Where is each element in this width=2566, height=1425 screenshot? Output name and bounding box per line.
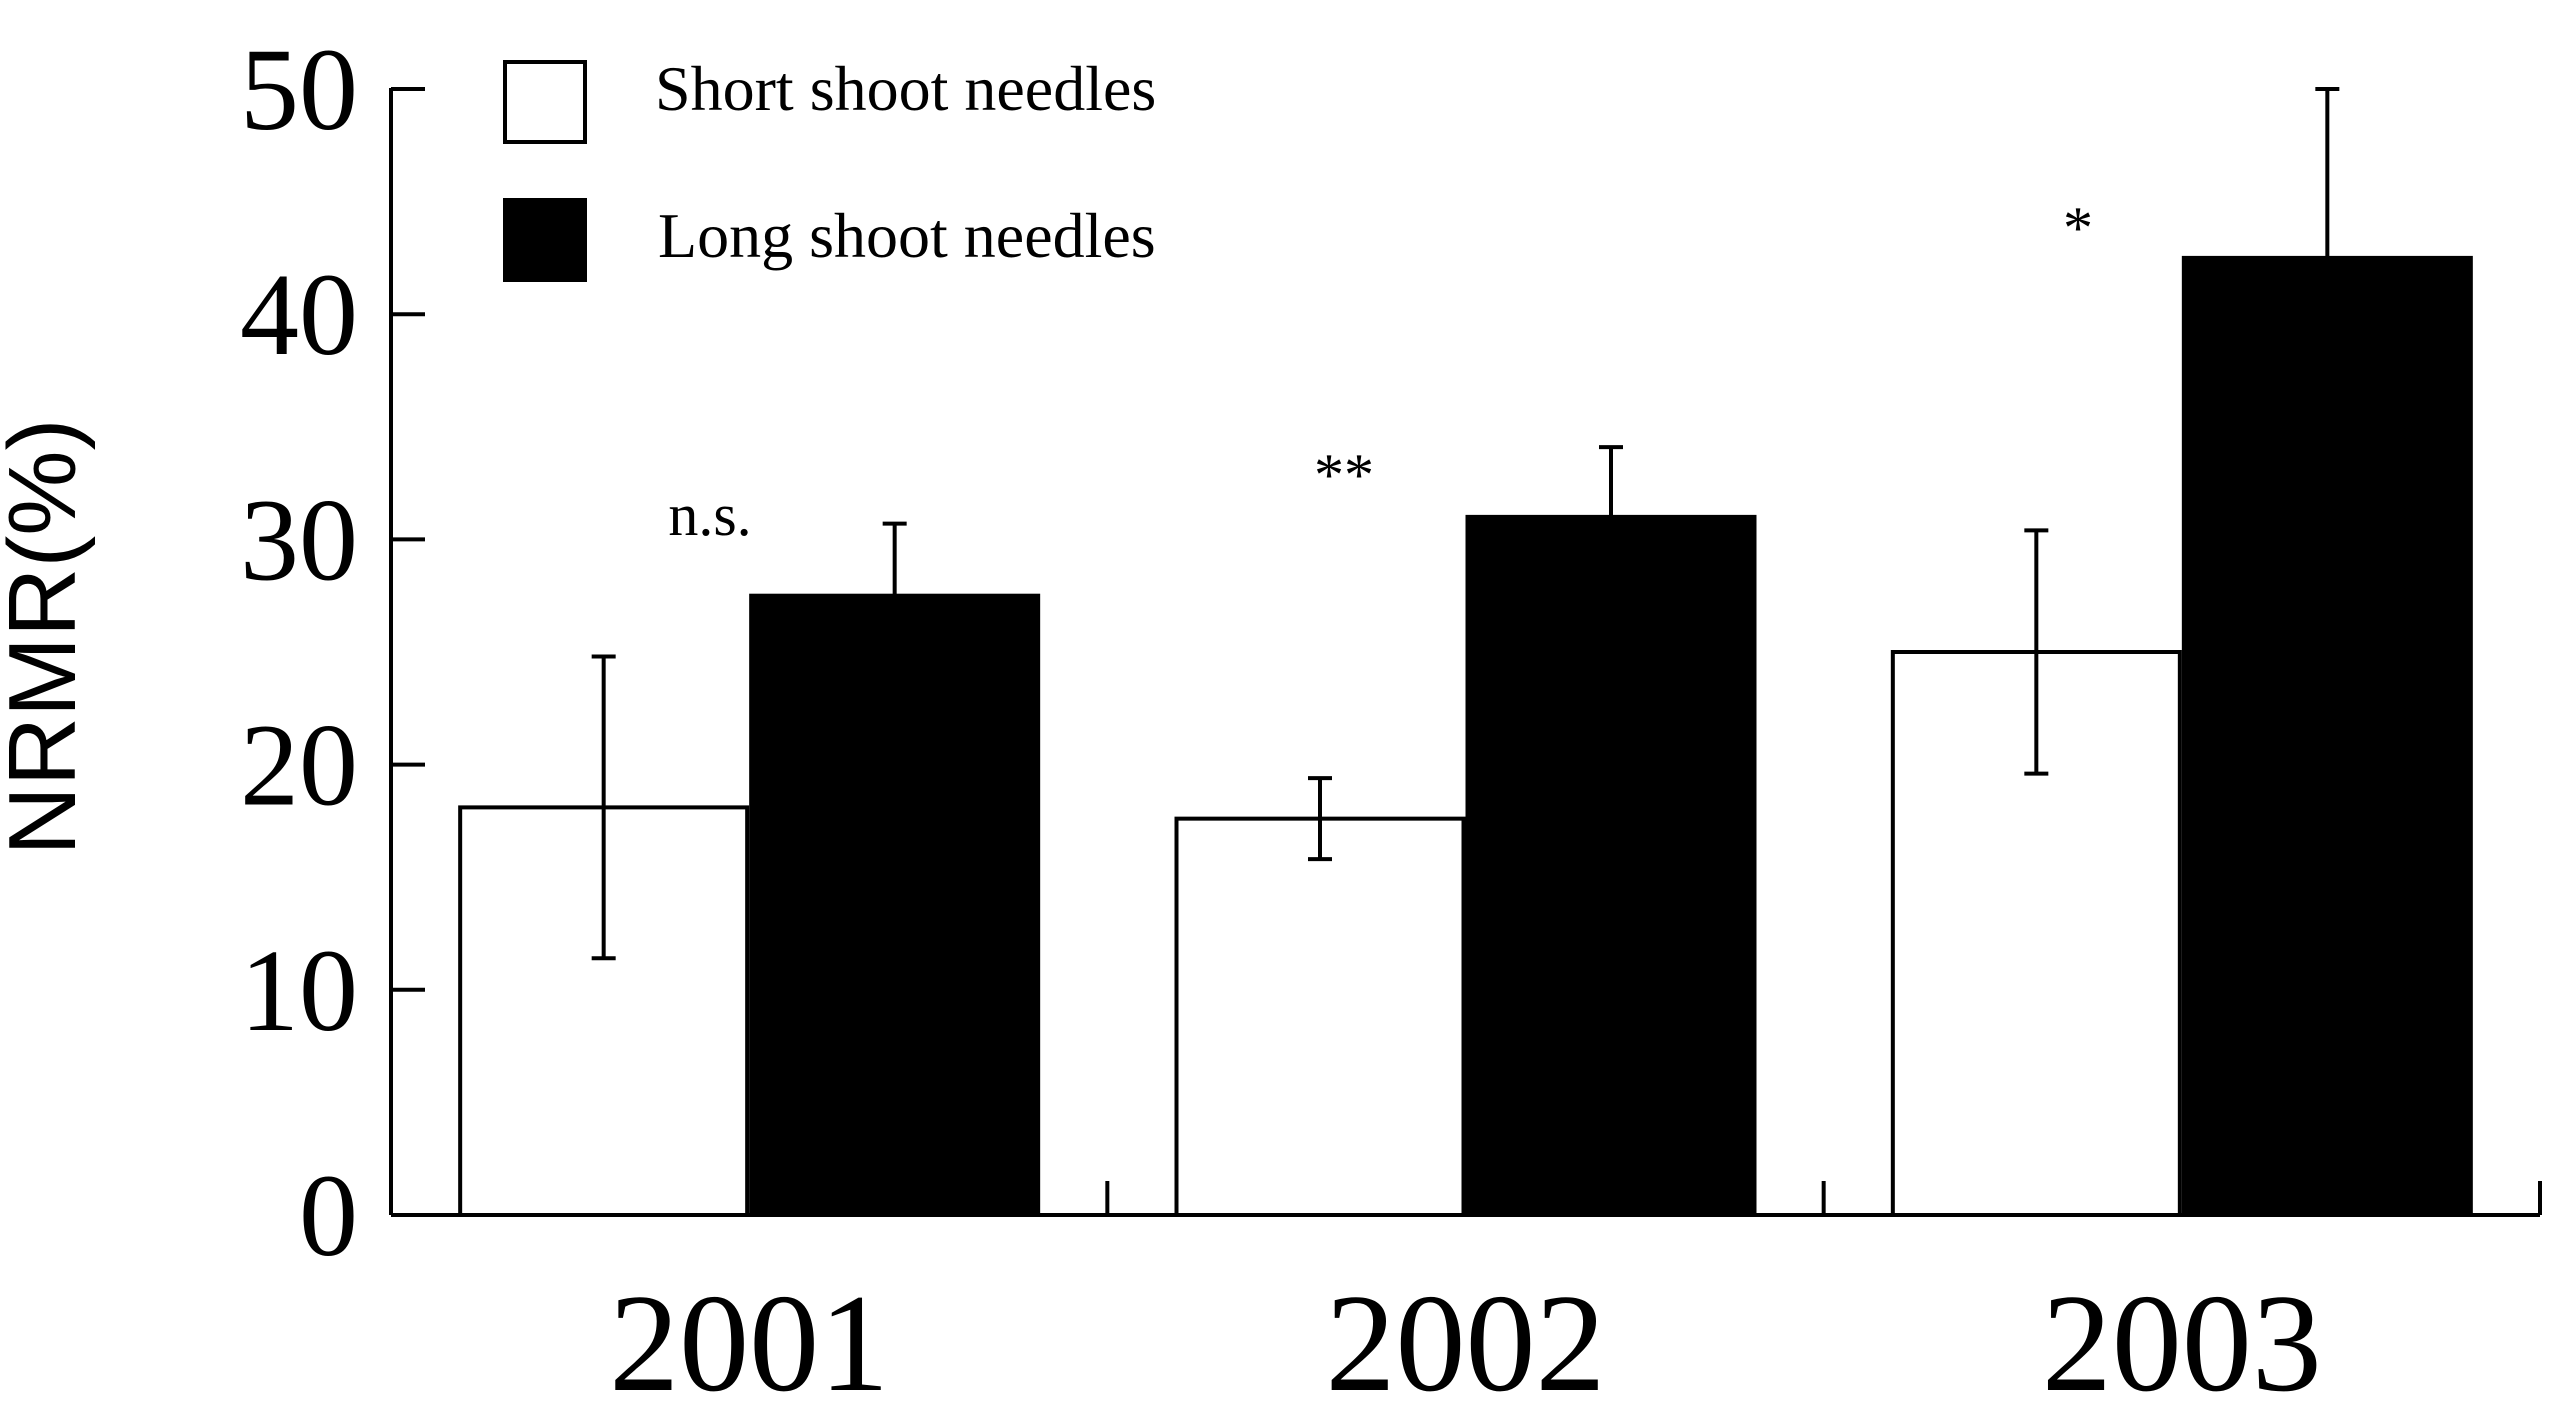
bar-short-shoot-2002 <box>1174 816 1466 1217</box>
y-tick-label: 0 <box>299 1150 358 1281</box>
significance-label: ** <box>1314 442 1374 508</box>
legend: Short shoot needles Long shoot needles <box>503 53 1156 282</box>
bar-long-shoot-2002 <box>1465 514 1757 1217</box>
y-tick-label: 10 <box>240 925 358 1056</box>
bar-long-shoot-2001 <box>749 593 1041 1217</box>
x-axis: 2001 2002 2003 <box>391 1181 2542 1421</box>
legend-label-short-shoot: Short shoot needles <box>655 53 1156 124</box>
x-category-label: 2001 <box>609 1266 889 1421</box>
y-tick-label: 30 <box>240 474 358 605</box>
legend-swatch-short-shoot <box>503 60 587 144</box>
legend-swatch-long-shoot <box>503 198 587 282</box>
bar-series <box>458 87 2473 1217</box>
legend-label-long-shoot: Long shoot needles <box>658 200 1156 271</box>
bar-long-shoot-2003 <box>2181 255 2473 1217</box>
x-category-label: 2003 <box>2042 1266 2322 1421</box>
significance-label: n.s. <box>668 482 751 548</box>
x-category-label: 2002 <box>1326 1266 1606 1421</box>
y-axis-label: NRMR(%) <box>0 418 96 855</box>
significance-annotations: n.s.*** <box>668 195 2093 548</box>
y-tick-label: 40 <box>240 249 358 380</box>
y-tick-label: 20 <box>240 700 358 831</box>
significance-label: * <box>2063 195 2093 261</box>
y-tick-label: 50 <box>240 24 358 155</box>
y-axis: 0 10 20 30 40 50 <box>240 24 425 1281</box>
